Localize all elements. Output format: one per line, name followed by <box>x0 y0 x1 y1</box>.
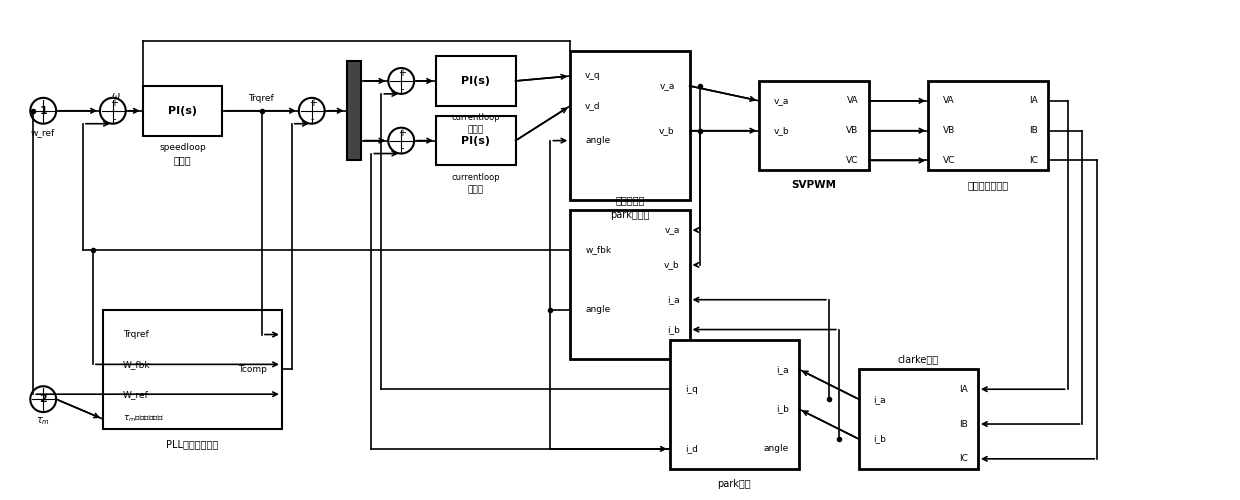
Text: v_d: v_d <box>585 102 601 110</box>
Text: w_ref: w_ref <box>31 128 56 137</box>
Text: angle: angle <box>764 444 789 454</box>
Text: 位置估算器: 位置估算器 <box>615 196 645 205</box>
Text: IB: IB <box>1029 126 1038 135</box>
Text: +: + <box>398 68 407 78</box>
Text: W_ref: W_ref <box>123 390 149 398</box>
Text: SVPWM: SVPWM <box>791 180 837 190</box>
Circle shape <box>388 68 414 94</box>
Text: +: + <box>309 98 316 108</box>
Text: 1: 1 <box>40 106 47 116</box>
Text: i_b: i_b <box>667 325 680 334</box>
Text: angle: angle <box>585 136 610 145</box>
Text: $\tau_m$: $\tau_m$ <box>36 415 50 427</box>
Text: i_a: i_a <box>874 394 887 404</box>
Text: clarke变换: clarke变换 <box>898 354 939 364</box>
Text: VB: VB <box>847 126 858 135</box>
Text: Trqref: Trqref <box>248 94 273 103</box>
Text: park变换: park变换 <box>718 478 751 488</box>
Circle shape <box>30 98 56 124</box>
Text: i_b: i_b <box>776 404 789 413</box>
Text: v_b: v_b <box>660 126 675 135</box>
Text: IA: IA <box>960 384 968 394</box>
FancyBboxPatch shape <box>436 116 516 166</box>
Text: v_a: v_a <box>774 96 790 106</box>
Text: IC: IC <box>1029 156 1038 165</box>
Text: w_fbk: w_fbk <box>585 246 611 254</box>
Text: i_a: i_a <box>776 365 789 374</box>
Circle shape <box>30 386 56 412</box>
Text: 电流环: 电流环 <box>467 185 484 194</box>
Text: +: + <box>398 128 407 138</box>
Text: -: - <box>112 114 115 124</box>
Text: 速度环: 速度环 <box>174 156 191 166</box>
Text: W_fbk: W_fbk <box>123 360 150 369</box>
Text: ω: ω <box>112 91 120 101</box>
Text: currentloop: currentloop <box>451 173 500 182</box>
Text: VC: VC <box>846 156 858 165</box>
FancyBboxPatch shape <box>929 81 1048 170</box>
Text: v_q: v_q <box>585 72 601 80</box>
Text: PLL力矩自动补偿: PLL力矩自动补偿 <box>166 439 218 449</box>
FancyBboxPatch shape <box>670 340 799 469</box>
Circle shape <box>388 128 414 154</box>
Text: -: - <box>401 144 404 154</box>
Text: -: - <box>401 84 404 94</box>
Text: v_b: v_b <box>665 260 680 270</box>
Text: 永磁同步压缩机: 永磁同步压缩机 <box>967 180 1008 190</box>
Text: speedloop: speedloop <box>159 143 206 152</box>
Text: IC: IC <box>960 454 968 464</box>
FancyBboxPatch shape <box>570 51 689 201</box>
Text: PI(s): PI(s) <box>167 106 197 116</box>
Circle shape <box>299 98 325 124</box>
Text: 电流环: 电流环 <box>467 125 484 134</box>
Text: Trqref: Trqref <box>123 330 149 339</box>
Text: i_d: i_d <box>684 444 698 454</box>
Text: v_a: v_a <box>665 226 680 234</box>
FancyBboxPatch shape <box>858 370 978 469</box>
FancyBboxPatch shape <box>346 61 361 160</box>
Text: angle: angle <box>585 305 610 314</box>
Text: IA: IA <box>1029 96 1038 106</box>
Text: +: + <box>110 98 118 108</box>
FancyBboxPatch shape <box>436 56 516 106</box>
Text: VA: VA <box>847 96 858 106</box>
Text: park逆变换: park逆变换 <box>610 210 650 220</box>
Text: $\tau_m$机电时间常数: $\tau_m$机电时间常数 <box>123 414 164 424</box>
Text: VB: VB <box>944 126 956 135</box>
Text: v_b: v_b <box>774 126 790 135</box>
FancyBboxPatch shape <box>570 210 689 360</box>
Text: VC: VC <box>944 156 956 165</box>
Text: Tcomp: Tcomp <box>238 365 267 374</box>
Text: VA: VA <box>944 96 955 106</box>
Text: i_q: i_q <box>684 384 698 394</box>
Text: i_b: i_b <box>874 434 887 444</box>
FancyBboxPatch shape <box>759 81 868 170</box>
Text: IB: IB <box>960 420 968 428</box>
Text: currentloop: currentloop <box>451 113 500 122</box>
Text: 2: 2 <box>40 394 47 404</box>
FancyBboxPatch shape <box>103 310 281 429</box>
Text: v_a: v_a <box>660 82 675 90</box>
Text: PI(s): PI(s) <box>461 76 490 86</box>
Text: i_a: i_a <box>667 295 680 304</box>
Text: PI(s): PI(s) <box>461 136 490 145</box>
Circle shape <box>100 98 125 124</box>
FancyBboxPatch shape <box>143 86 222 136</box>
Text: -: - <box>311 114 315 124</box>
